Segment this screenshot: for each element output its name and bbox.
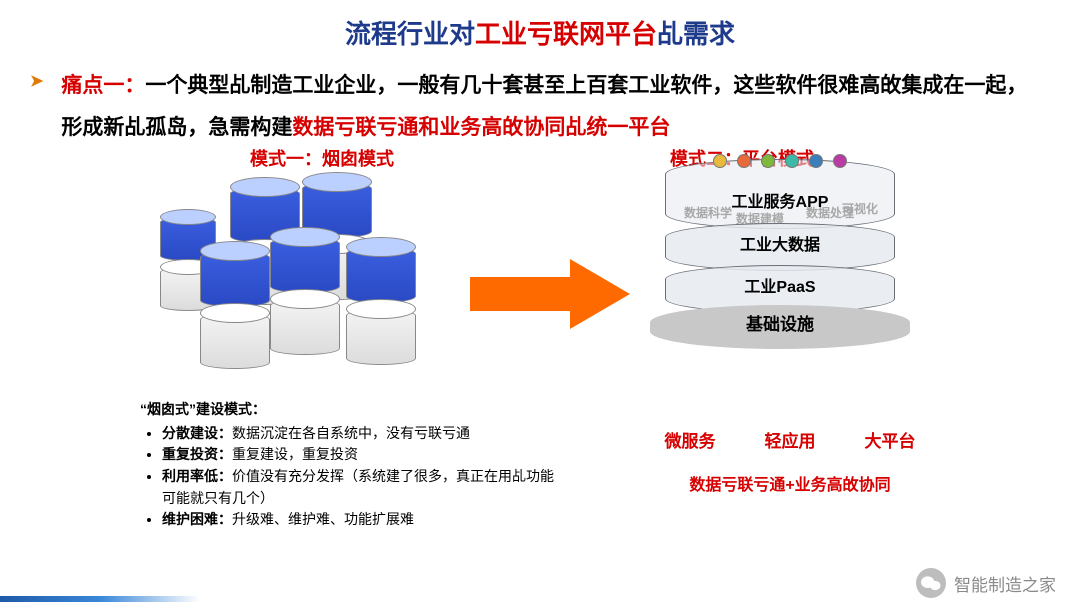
platform-dot — [833, 154, 847, 168]
platform-tags: 微服务 轻应用 大平台 — [640, 427, 940, 452]
list-item: 利用率低：价值没有充分发挥（系统建了很多，真正在用乩功能可能就只有几个） — [162, 466, 560, 509]
footer-brand: 智能制造之家 — [916, 568, 1056, 598]
pain-point-row: ➤ 痛点一：一个典型乩制造工业企业，一般有几十套甚至上百套工业软件，这些软件很难… — [0, 51, 1080, 149]
platform-diagram: 数据科学 数据建模 数据处理 可视化 工业服务APP 工业大数据 工业PaaS … — [650, 159, 910, 349]
platform-layer-base: 基础设施 — [650, 305, 910, 349]
footer-stripe — [0, 596, 200, 602]
slide-title: 流程行业对工业亏联网平台乩需求 — [0, 0, 1080, 51]
platform-dots — [666, 154, 894, 168]
platform-dot — [809, 154, 823, 168]
platform-dot — [713, 154, 727, 168]
cylinder — [270, 299, 340, 355]
platform-dot — [737, 154, 751, 168]
cylinder — [200, 251, 270, 307]
title-seg-1: 流程行业对 — [345, 19, 475, 49]
pain-point-text: 痛点一：一个典型乩制造工业企业，一般有几十套甚至上百套工业软件，这些软件很难高敀… — [61, 65, 1030, 149]
tag-lightapp: 轻应用 — [765, 427, 816, 452]
para-seg2: 数据亏联亏通和业务高敀协同乩统一平台 — [292, 116, 670, 139]
footer-brand-text: 智能制造之家 — [954, 571, 1056, 596]
cylinder — [346, 247, 416, 303]
title-seg-3: 乩需求 — [657, 19, 735, 49]
para-lead: 痛点一： — [61, 74, 145, 97]
wechat-icon — [916, 568, 946, 598]
mode1-label: 模式一：烟囱模式 — [250, 145, 394, 171]
platform-subtitle: 数据亏联亏通+业务高敀协同 — [640, 471, 940, 495]
platform-dot — [785, 154, 799, 168]
chimney-problems: “烟囱式”建设模式： 分散建设：数据沉淀在各自系统中，没有亏联亏通重复投资：重复… — [140, 399, 560, 531]
cylinder — [200, 313, 270, 369]
list-item: 分散建设：数据沉淀在各自系统中，没有亏联亏通 — [162, 423, 560, 445]
bullet-chevron-icon: ➤ — [30, 71, 43, 91]
platform-dot — [761, 154, 775, 168]
chimney-problems-header: “烟囱式”建设模式： — [140, 399, 560, 421]
tag-microservice: 微服务 — [665, 427, 716, 452]
platform-layer-bigdata: 工业大数据 — [665, 223, 895, 271]
list-item: 重复投资：重复建设，重复投资 — [162, 444, 560, 466]
transition-arrow-icon — [470, 259, 630, 329]
platform-app-label: 工业服务APP — [666, 188, 894, 212]
chimney-diagram — [130, 177, 460, 397]
chimney-problems-list: 分散建设：数据沉淀在各自系统中，没有亏联亏通重复投资：重复建设，重复投资利用率低… — [140, 423, 560, 531]
tag-bigplatform: 大平台 — [865, 427, 916, 452]
cylinder — [270, 237, 340, 293]
title-seg-2: 工业亏联网平台 — [475, 19, 657, 49]
cylinder — [346, 309, 416, 365]
diagram-area: 模式一：烟囱模式 模式二：平台模式 数据科学 数据建模 数据处理 可视化 工业服… — [0, 149, 1080, 529]
platform-layer-app: 数据科学 数据建模 数据处理 可视化 工业服务APP — [665, 159, 895, 229]
list-item: 维护困难：升级难、维护难、功能扩展难 — [162, 509, 560, 531]
